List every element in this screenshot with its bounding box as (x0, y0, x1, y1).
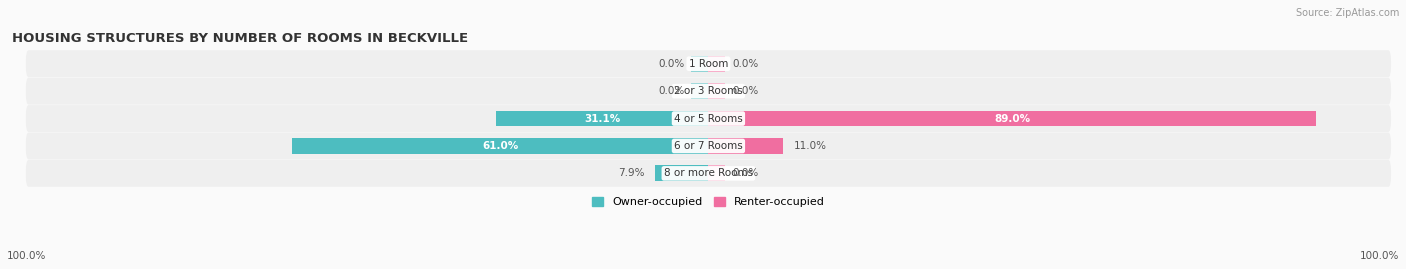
Text: 0.0%: 0.0% (733, 59, 759, 69)
Bar (709, 83, 725, 99)
FancyBboxPatch shape (25, 50, 1391, 77)
FancyBboxPatch shape (25, 160, 1391, 187)
Text: 0.0%: 0.0% (733, 168, 759, 178)
FancyBboxPatch shape (25, 133, 1391, 160)
Text: 7.9%: 7.9% (617, 168, 644, 178)
Legend: Owner-occupied, Renter-occupied: Owner-occupied, Renter-occupied (588, 193, 830, 212)
Bar (692, 56, 709, 72)
Text: 8 or more Rooms: 8 or more Rooms (664, 168, 754, 178)
FancyBboxPatch shape (25, 78, 1391, 105)
Text: 0.0%: 0.0% (658, 86, 685, 96)
Text: 4 or 5 Rooms: 4 or 5 Rooms (673, 114, 742, 123)
Text: HOUSING STRUCTURES BY NUMBER OF ROOMS IN BECKVILLE: HOUSING STRUCTURES BY NUMBER OF ROOMS IN… (13, 32, 468, 45)
Bar (292, 138, 709, 154)
Text: 89.0%: 89.0% (994, 114, 1031, 123)
Text: 1 Room: 1 Room (689, 59, 728, 69)
Bar (709, 138, 783, 154)
Bar (709, 111, 1316, 126)
FancyBboxPatch shape (25, 105, 1391, 132)
Bar (496, 111, 709, 126)
Bar (655, 165, 709, 181)
Bar (709, 165, 725, 181)
Text: 0.0%: 0.0% (658, 59, 685, 69)
Text: 2 or 3 Rooms: 2 or 3 Rooms (673, 86, 742, 96)
Text: 0.0%: 0.0% (733, 86, 759, 96)
Text: 61.0%: 61.0% (482, 141, 519, 151)
Text: Source: ZipAtlas.com: Source: ZipAtlas.com (1295, 8, 1399, 18)
Text: 6 or 7 Rooms: 6 or 7 Rooms (673, 141, 742, 151)
Bar (692, 83, 709, 99)
Text: 11.0%: 11.0% (794, 141, 827, 151)
Bar (709, 56, 725, 72)
Text: 31.1%: 31.1% (583, 114, 620, 123)
Text: 100.0%: 100.0% (7, 251, 46, 261)
Text: 100.0%: 100.0% (1360, 251, 1399, 261)
